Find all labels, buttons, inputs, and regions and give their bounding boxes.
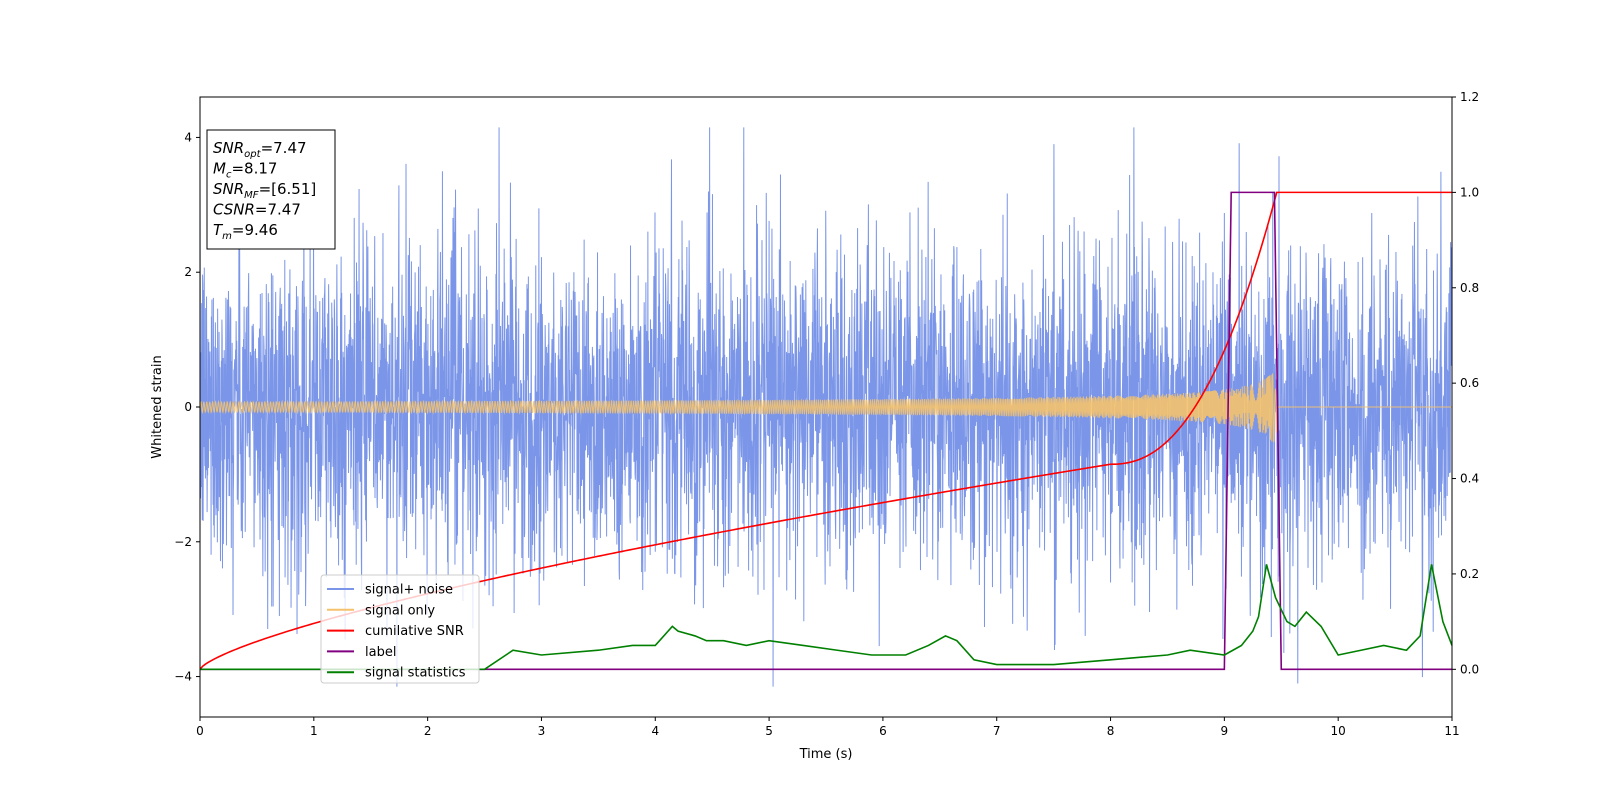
x-axis: 0 1 2 3 4 5 6 7 8 9 10 11	[196, 717, 1460, 738]
x-tick-label: 5	[765, 724, 773, 738]
y-right-tick-label: 0.4	[1460, 472, 1479, 486]
x-tick-label: 8	[1107, 724, 1115, 738]
y-left-tick-label: 2	[184, 265, 192, 279]
legend-label: label	[365, 645, 396, 660]
y-left-tick-label: −4	[174, 670, 192, 684]
y-axis-left: −4 −2 0 2 4	[174, 130, 200, 684]
y-right-tick-label: 1.2	[1460, 90, 1479, 104]
y-right-tick-label: 0.8	[1460, 281, 1479, 295]
legend-label: cumilative SNR	[365, 624, 464, 639]
y-right-tick-label: 0.0	[1460, 662, 1479, 676]
y-right-tick-label: 0.6	[1460, 376, 1479, 390]
annotation-line: Tm=9.46	[213, 221, 278, 242]
legend-label: signal only	[365, 603, 435, 618]
annotation-line: CSNR=7.47	[213, 201, 301, 219]
y-left-tick-label: 4	[184, 130, 192, 144]
annotation-line: SNRopt=7.47	[213, 139, 307, 160]
x-tick-label: 0	[196, 724, 204, 738]
x-tick-label: 2	[424, 724, 432, 738]
y-left-tick-label: −2	[174, 535, 192, 549]
legend-label: signal statistics	[365, 666, 466, 681]
y-axis-label: Whitened strain	[150, 355, 165, 458]
x-tick-label: 10	[1331, 724, 1346, 738]
legend: signal+ noise signal only cumilative SNR la…	[320, 574, 480, 684]
legend-label: signal+ noise	[365, 583, 453, 598]
legend-frame	[320, 574, 480, 684]
annotation-line: SNRMF=[6.51]	[213, 180, 316, 201]
y-left-tick-label: 0	[184, 400, 192, 414]
series-signal-noise	[199, 127, 1453, 687]
y-right-tick-label: 0.2	[1460, 567, 1479, 581]
y-axis-right: 0.0 0.2 0.4 0.6 0.8 1.0 1.2	[1452, 90, 1479, 676]
x-tick-label: 3	[538, 724, 546, 738]
series-label	[200, 191, 1452, 671]
series-signal-statistics	[200, 564, 1453, 671]
x-tick-label: 1	[310, 724, 318, 738]
x-tick-label: 9	[1221, 724, 1229, 738]
series-signal-only	[199, 373, 1452, 443]
x-tick-label: 4	[651, 724, 659, 738]
y-right-tick-label: 1.0	[1460, 185, 1479, 199]
x-axis-label: Time (s)	[799, 747, 853, 762]
x-tick-label: 7	[993, 724, 1001, 738]
annotation-frame	[206, 129, 336, 250]
x-tick-label: 11	[1444, 724, 1459, 738]
annotation-line: Mc=8.17	[213, 160, 277, 181]
x-tick-label: 6	[879, 724, 887, 738]
